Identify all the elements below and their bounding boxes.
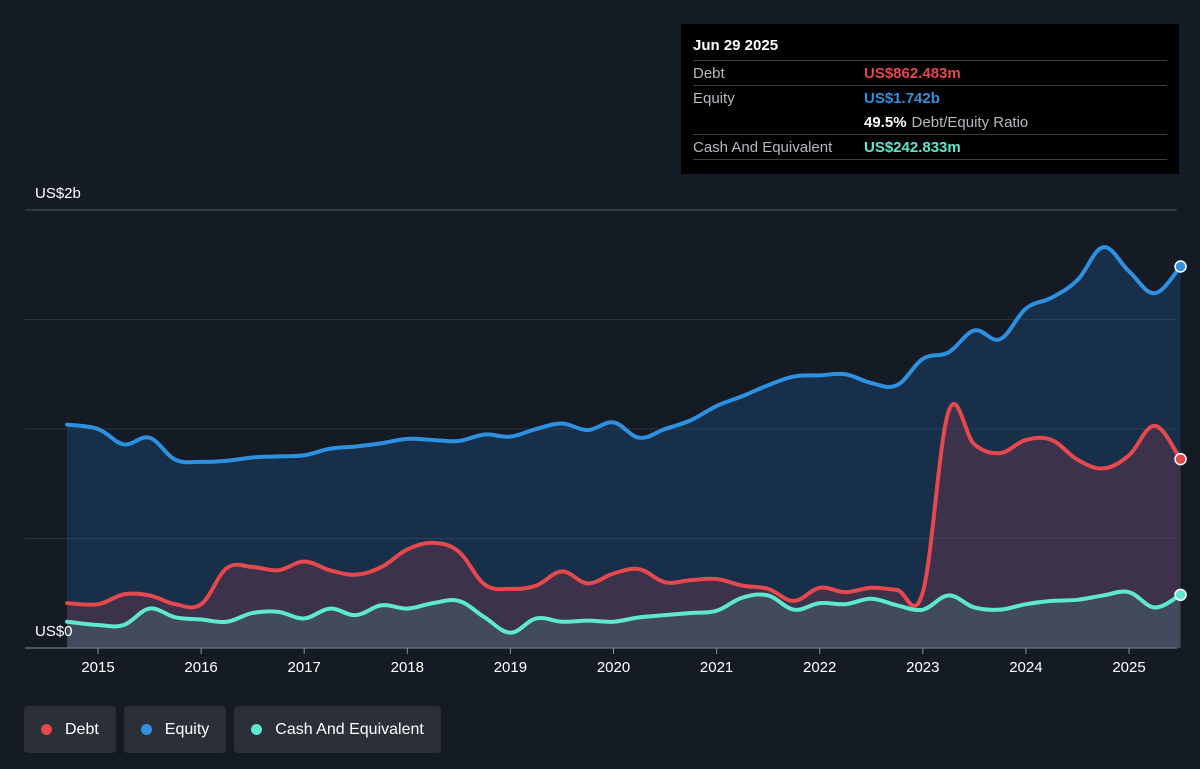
series-end-markers [1174,260,1187,602]
tooltip-date: Jun 29 2025 [693,37,779,54]
cash-and-equivalent-end-marker [1174,588,1187,602]
x-tick-label: 2019 [494,659,527,676]
x-tick-label: 2015 [81,659,114,676]
debt-area [67,403,1181,648]
series-lines [65,245,1183,635]
series-areas [67,247,1181,648]
legend-item-equity[interactable]: Equity [123,706,227,753]
legend-item-cash[interactable]: Cash And Equivalent [234,706,441,753]
debt-line [65,401,1183,610]
legend-item-debt[interactable]: Debt [24,706,116,753]
x-tick-label: 2018 [391,659,424,676]
x-tick-label: 2024 [1009,659,1042,676]
x-tick-label: 2021 [700,659,733,676]
x-tick-label: 2020 [597,659,630,676]
x-tick-label: 2017 [288,659,321,676]
legend-label-cash: Cash And Equivalent [275,720,424,738]
cash-dot-icon [251,724,263,735]
cash-and-equivalent-line [65,589,1183,635]
x-tick-label: 2023 [906,659,939,676]
equity-dot-icon [140,724,152,735]
tooltip-debt-value: US$862.483m [864,64,961,82]
tooltip-row-equity: Equity US$1.742b [693,85,1167,110]
equity-end-marker [1174,260,1187,273]
tooltip-debt-label: Debt [693,64,725,82]
debt-dot-icon [41,724,52,735]
chart-legend: Debt Equity Cash And Equivalent [24,706,441,753]
x-tick-label: 2016 [184,659,217,676]
cash-and-equivalent-area [67,591,1181,648]
tooltip-cash-value: US$242.833m [864,138,961,156]
y-axis-label-top: US$2b [35,185,81,202]
gridlines [25,209,1177,649]
tooltip-equity-label: Equity [693,89,735,107]
x-axis-ticks: 2015 2016 2017 2018 2019 2020 2021 2022 2023 2024… [81,648,1146,676]
y-axis-label-bottom: US$0 [35,623,73,640]
tooltip-row-cash: Cash And Equivalent US$242.833m [693,134,1167,160]
legend-label-equity: Equity [164,720,210,738]
equity-line [65,245,1183,465]
tooltip-ratio-label: Debt/Equity Ratio [911,113,1029,131]
debt-equity-chart: 2015 2016 2017 2018 2019 2020 2021 2022 2023 2024… [25,185,1187,676]
debt-end-marker [1174,452,1187,466]
tooltip-equity-value: US$1.742b [864,89,940,107]
data-tooltip: Jun 29 2025 Debt US$862.483m Equity US$1… [681,24,1179,174]
tooltip-cash-label: Cash And Equivalent [693,138,833,156]
x-tick-label: 2025 [1112,659,1145,676]
tooltip-ratio-value: 49.5% [864,113,907,131]
equity-area [67,247,1181,648]
tooltip-row-debt: Debt US$862.483m [693,60,1167,85]
x-tick-label: 2022 [803,659,836,676]
legend-label-debt: Debt [65,720,99,738]
tooltip-row-ratio: 49.5% Debt/Equity Ratio [693,110,1167,134]
